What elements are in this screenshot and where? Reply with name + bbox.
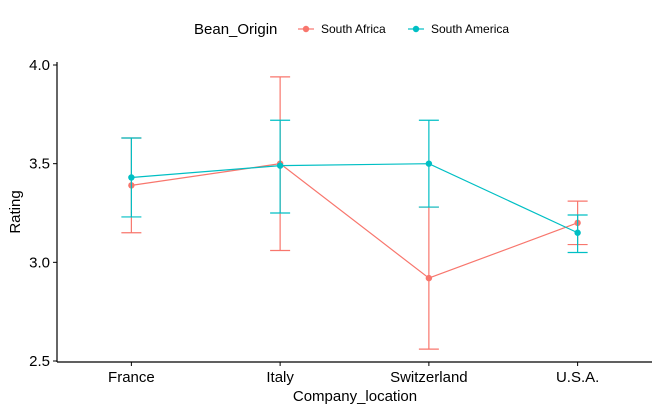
legend: Bean_Origin South Africa South America <box>194 21 509 38</box>
legend-item: South America <box>408 22 509 36</box>
legend-marker <box>302 25 310 33</box>
x-tick-label: France <box>108 369 155 386</box>
data-point <box>425 160 433 167</box>
series-2 <box>121 119 588 254</box>
x-tick-label: Switzerland <box>390 369 468 386</box>
x-tick-label: U.S.A. <box>556 369 599 386</box>
legend-label: South America <box>431 22 509 36</box>
legend-label: South Africa <box>321 22 386 36</box>
data-point <box>574 229 581 236</box>
data-point <box>425 274 433 282</box>
legend-title: Bean_Origin <box>194 21 277 38</box>
y-tick-label: 2.5 <box>29 353 50 370</box>
data-point <box>276 162 284 169</box>
y-tick-label: 3.0 <box>29 254 50 271</box>
x-tick-label: Italy <box>266 369 294 386</box>
series-line <box>131 163 578 279</box>
legend-item: South Africa <box>298 22 386 36</box>
x-axis-title: Company_location <box>293 388 417 405</box>
axes: 2.5 3.0 3.5 4.0 France Italy Switzerland U.S.A. <box>29 57 652 386</box>
series-layer <box>121 76 588 350</box>
y-axis-title: Rating <box>7 190 24 233</box>
legend-marker <box>412 25 420 33</box>
series-line <box>131 163 578 234</box>
series-1 <box>121 76 588 350</box>
data-point <box>128 174 135 181</box>
y-tick-label: 4.0 <box>29 57 50 74</box>
y-tick-label: 3.5 <box>29 156 50 173</box>
